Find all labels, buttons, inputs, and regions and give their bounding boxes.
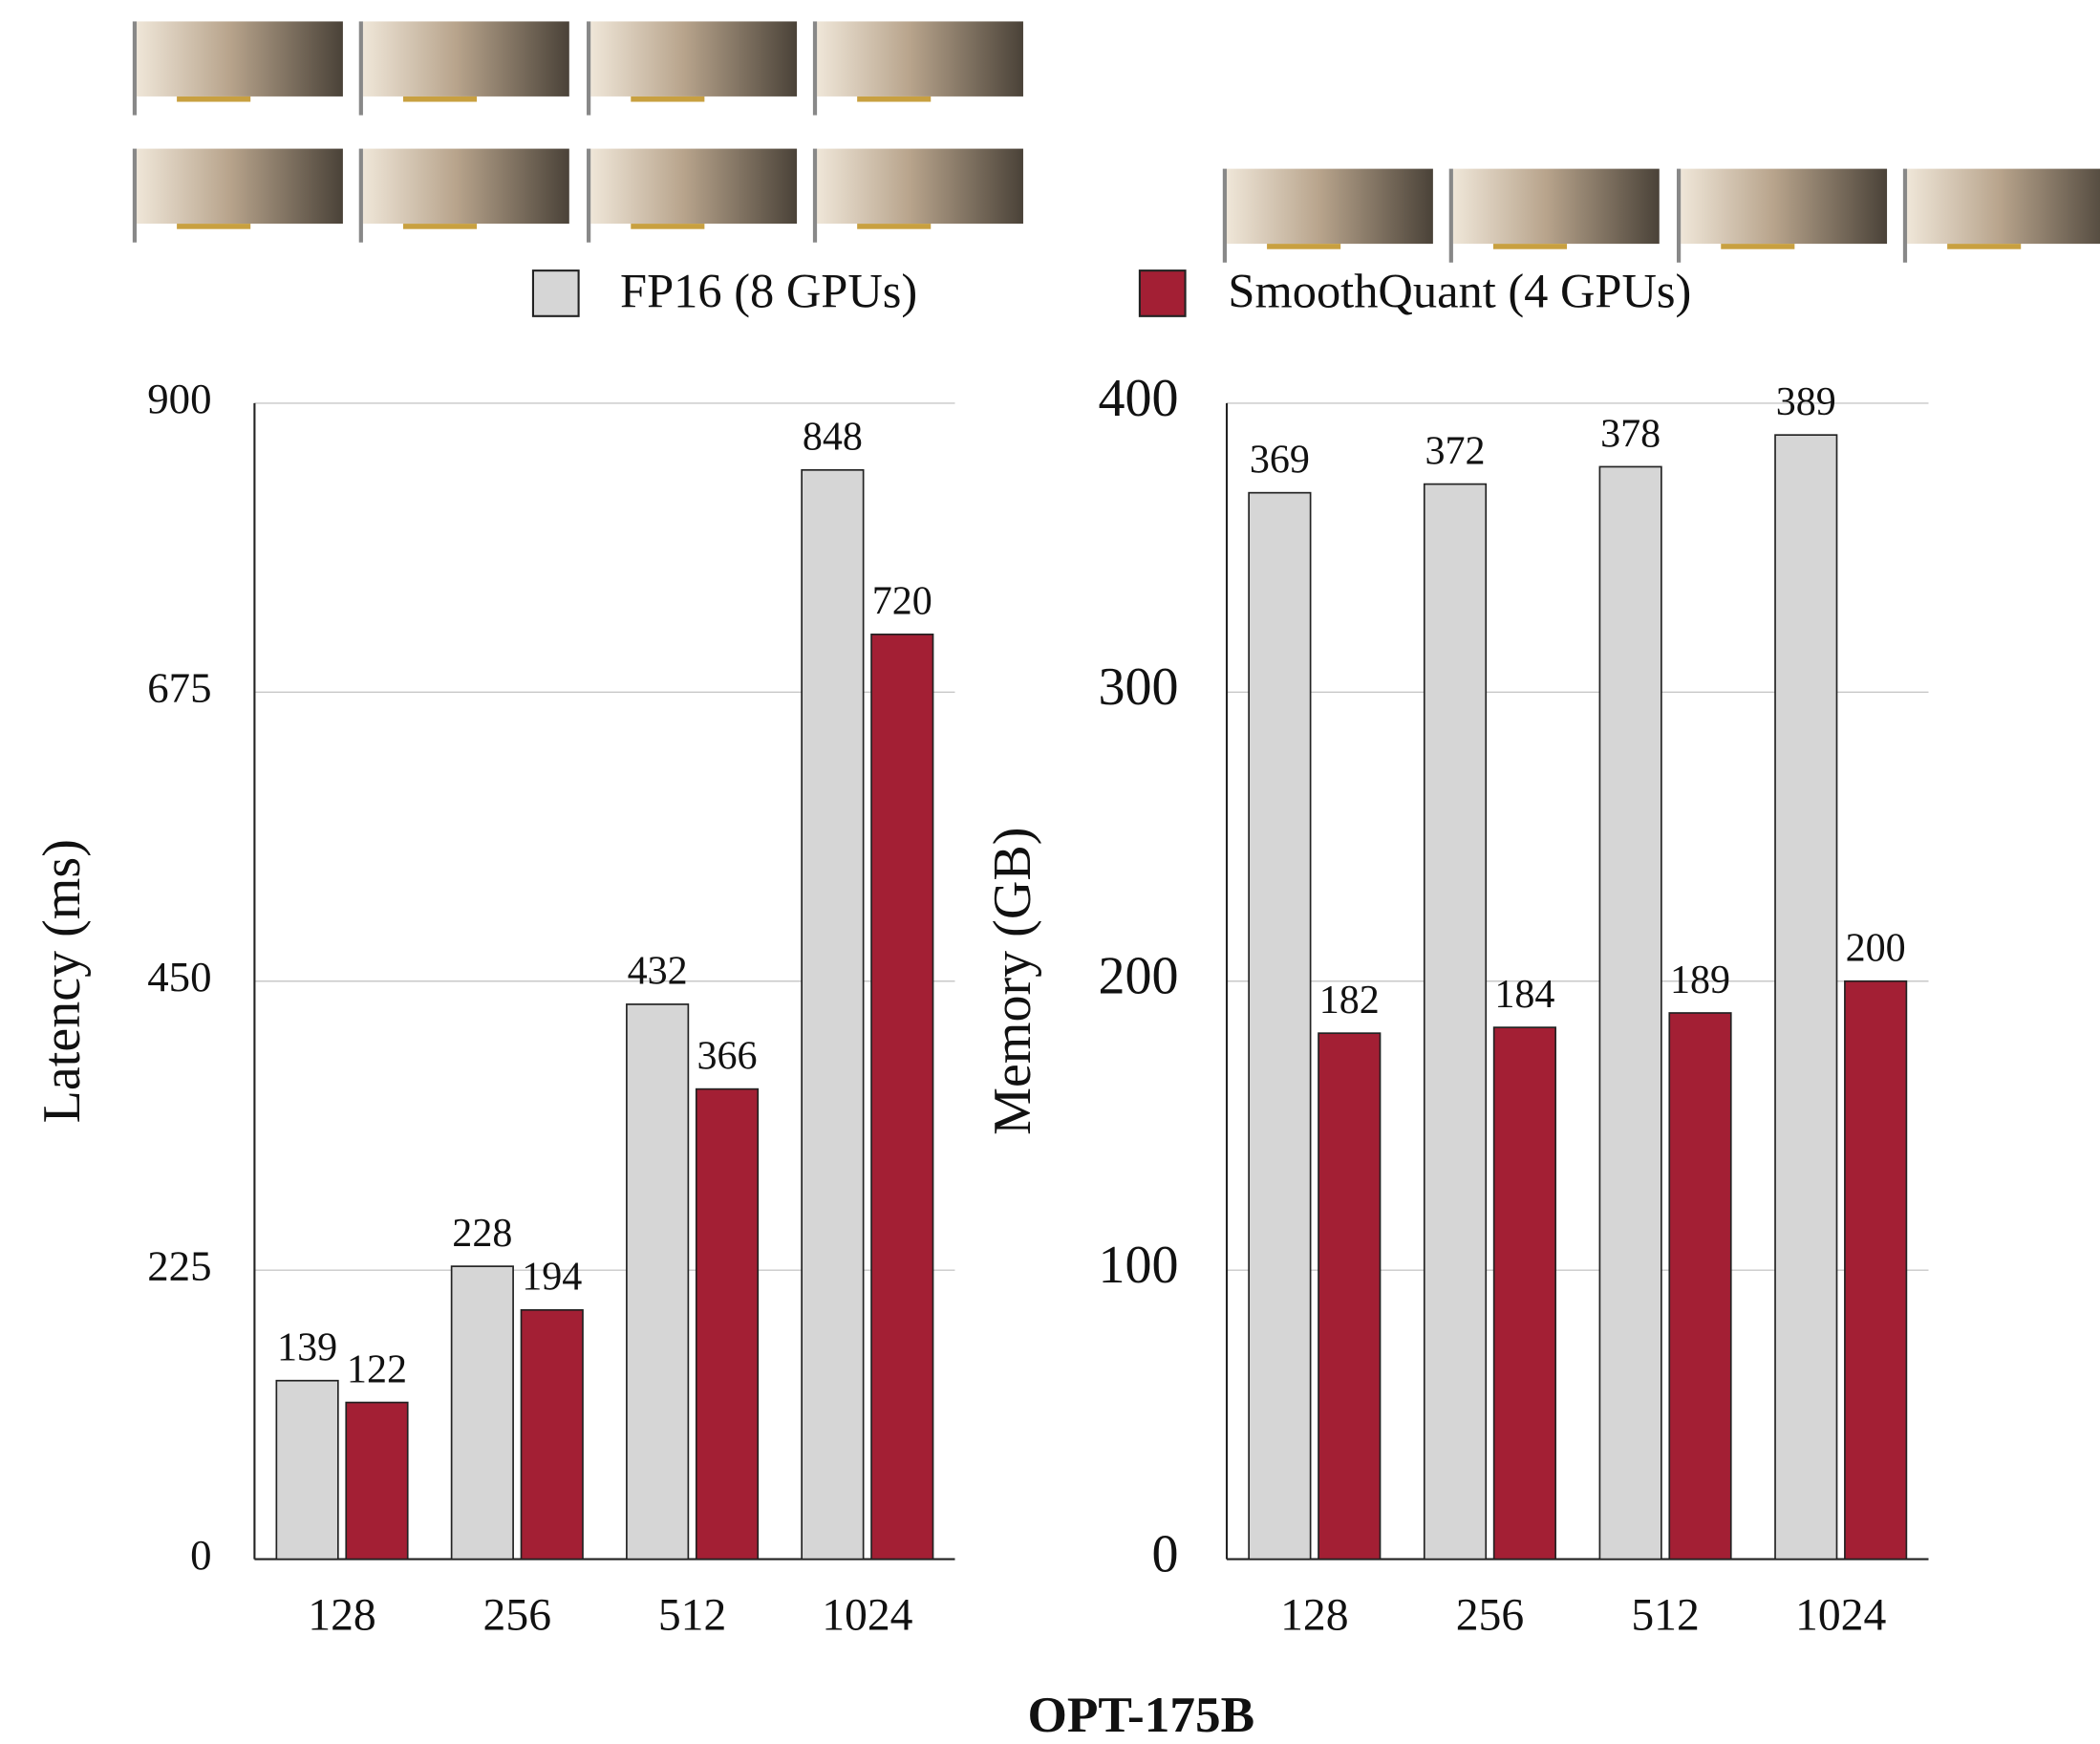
y-tick-label: 675	[147, 664, 211, 712]
legend-swatch	[1140, 270, 1186, 316]
y-tick-label: 0	[1152, 1524, 1179, 1583]
bar	[802, 470, 863, 1560]
bar	[346, 1403, 407, 1560]
x-tick-label: 256	[1456, 1591, 1524, 1641]
bar	[1845, 981, 1906, 1560]
x-tick-label: 1024	[1795, 1591, 1886, 1641]
bar	[871, 635, 932, 1560]
bar	[452, 1266, 513, 1559]
x-tick-label: 512	[1631, 1591, 1699, 1641]
y-axis-title: Latency (ms)	[32, 839, 92, 1123]
legend-label: FP16 (8 GPUs)	[620, 264, 917, 317]
value-label: 720	[872, 580, 932, 624]
value-label: 369	[1250, 438, 1310, 482]
y-tick-label: 100	[1098, 1236, 1178, 1295]
bar	[522, 1310, 583, 1560]
x-tick-label: 256	[483, 1591, 551, 1641]
value-label: 228	[452, 1212, 512, 1256]
x-tick-label: 128	[308, 1591, 375, 1641]
x-tick-label: 512	[658, 1591, 726, 1641]
y-tick-label: 0	[190, 1531, 211, 1579]
bar	[1425, 484, 1486, 1560]
legend-swatch	[533, 270, 579, 316]
value-label: 200	[1846, 927, 1906, 971]
gpu-icons	[133, 21, 2100, 262]
x-tick-label: 128	[1280, 1591, 1348, 1641]
y-tick-label: 450	[147, 953, 211, 1001]
bar	[696, 1089, 758, 1560]
legend-label: SmoothQuant (4 GPUs)	[1228, 264, 1691, 317]
y-tick-label: 900	[147, 375, 211, 422]
x-axis-title: OPT-175B	[1027, 1687, 1254, 1743]
value-label: 378	[1600, 412, 1661, 456]
value-label: 389	[1776, 380, 1836, 424]
value-label: 139	[277, 1326, 337, 1370]
bar	[627, 1004, 688, 1560]
y-tick-label: 400	[1098, 369, 1178, 428]
x-tick-label: 1024	[822, 1591, 912, 1641]
y-tick-label: 225	[147, 1241, 211, 1289]
value-label: 189	[1670, 958, 1730, 1002]
y-tick-label: 200	[1098, 947, 1178, 1006]
y-tick-label: 300	[1098, 657, 1178, 717]
bar	[1494, 1027, 1555, 1559]
value-label: 372	[1425, 429, 1485, 473]
value-label: 848	[803, 416, 863, 460]
value-label: 182	[1319, 979, 1380, 1023]
bar	[1599, 466, 1661, 1559]
value-label: 432	[628, 950, 688, 994]
bar	[1318, 1033, 1380, 1559]
y-axis-title: Memory (GB)	[983, 828, 1042, 1135]
value-label: 366	[696, 1034, 757, 1078]
value-label: 194	[522, 1256, 582, 1300]
figure: OPT-175B FP16 (8 GPUs) SmoothQuant (4 GPU…	[0, 0, 2100, 1744]
bar	[1775, 435, 1836, 1559]
value-label: 122	[347, 1347, 407, 1391]
bar	[1249, 493, 1310, 1560]
bar	[1669, 1013, 1730, 1560]
value-label: 184	[1494, 973, 1554, 1017]
bar	[276, 1381, 337, 1560]
